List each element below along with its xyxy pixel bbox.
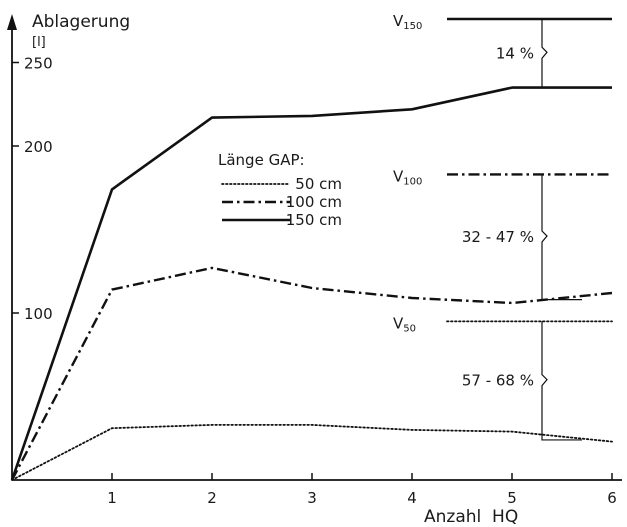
legend-entry: 50 cm — [295, 175, 342, 193]
x-tick-label: 5 — [507, 489, 517, 507]
reference-line-label: V100 — [393, 167, 422, 187]
y-axis-arrow — [7, 14, 17, 30]
annotation-text: 57 - 68 % — [462, 372, 534, 390]
legend-entry: 100 cm — [286, 193, 342, 211]
annotation-text: 32 - 47 % — [462, 228, 534, 246]
series-line — [10, 86, 612, 481]
x-tick-label: 1 — [107, 489, 117, 507]
y-tick-label: 200 — [24, 138, 53, 156]
reference-line-label: V50 — [393, 314, 416, 334]
annotation-bracket — [541, 19, 582, 89]
legend-title: Länge GAP: — [218, 151, 305, 169]
legend-entry: 150 cm — [286, 211, 342, 229]
reference-line-label: V150 — [393, 12, 422, 32]
y-tick-label: 100 — [24, 305, 53, 323]
y-axis-label: Ablagerung — [32, 12, 130, 32]
annotation-bracket — [541, 174, 582, 301]
annotations: 14 % 32 - 47 % 57 - 68 % — [462, 19, 582, 441]
y-tick-label: 250 — [24, 55, 53, 73]
series-line — [10, 266, 613, 481]
x-tick-label: 3 — [307, 489, 317, 507]
x-tick-label: 4 — [407, 489, 417, 507]
ticks: 1 2 3 4 5 6 100 200 250 — [12, 55, 617, 507]
y-axis-unit: [l] — [32, 35, 46, 50]
series-lines — [10, 86, 613, 481]
series-line — [11, 423, 613, 481]
annotation-bracket — [541, 321, 582, 441]
x-tick-label: 2 — [207, 489, 217, 507]
annotation-text: 14 % — [496, 44, 534, 62]
x-axis-label: Anzahl HQ — [424, 507, 518, 527]
x-tick-label: 6 — [607, 489, 617, 507]
axes — [7, 14, 622, 481]
